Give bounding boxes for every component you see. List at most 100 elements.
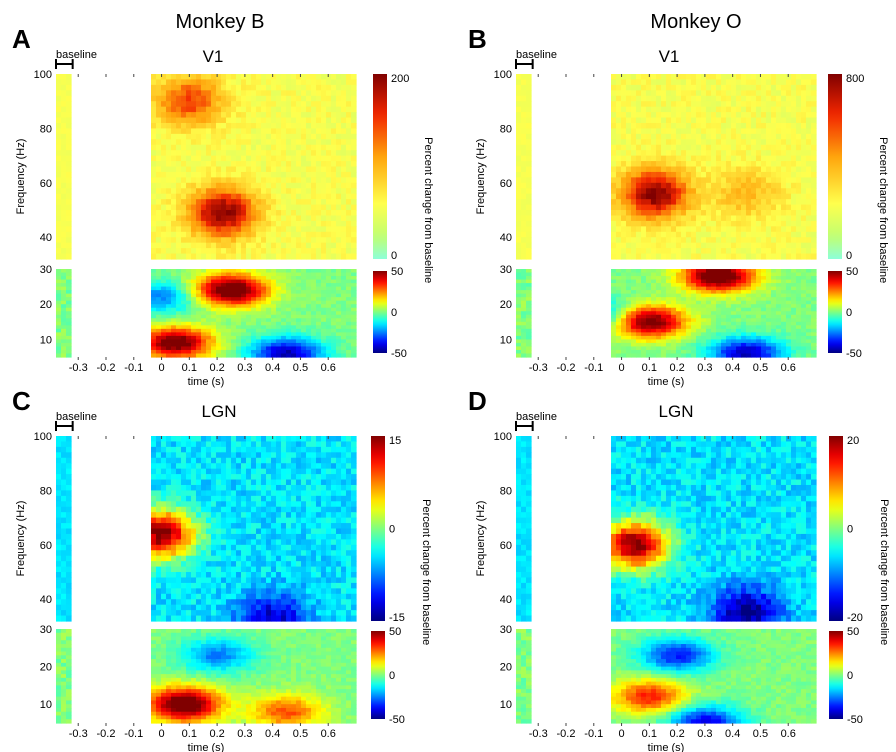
heat-cell — [226, 286, 232, 291]
heat-cell — [746, 269, 752, 274]
heat-cell — [636, 182, 642, 189]
heat-cell — [261, 199, 267, 206]
heat-cell — [156, 339, 162, 344]
heat-cell — [61, 101, 67, 108]
heat-cell — [171, 161, 177, 168]
heat-cell — [666, 193, 672, 200]
heat-cell — [761, 286, 767, 291]
heat-cell — [301, 339, 307, 344]
heat-cell — [801, 177, 807, 184]
heat-cell — [66, 311, 72, 316]
heat-cell — [191, 248, 197, 255]
heat-cell — [311, 286, 317, 291]
heat-cell — [696, 90, 702, 97]
heat-cell — [316, 318, 322, 323]
heat-cell — [716, 332, 722, 337]
heat-cell — [686, 272, 692, 277]
heat-cell — [271, 300, 277, 305]
heat-cell — [701, 74, 707, 81]
heat-cell — [336, 276, 342, 281]
heat-cell — [641, 144, 647, 151]
heat-cell — [696, 79, 702, 86]
heat-cell — [336, 293, 342, 298]
heat-cell — [166, 304, 172, 309]
heat-cell — [266, 269, 272, 274]
heat-cell — [171, 101, 177, 108]
heat-cell — [771, 161, 777, 168]
heat-cell — [221, 304, 227, 309]
heat-cell — [611, 318, 617, 323]
heat-cell — [651, 297, 657, 302]
heat-cell — [516, 171, 522, 178]
heat-cell — [206, 314, 212, 319]
y-axis-label: Frequency (Hz) — [15, 139, 27, 215]
heat-cell — [521, 84, 527, 91]
heat-cell — [216, 215, 222, 222]
heat-cell — [161, 84, 167, 91]
heat-cell — [351, 237, 357, 244]
heat-cell — [636, 112, 642, 119]
heat-cell — [181, 133, 187, 140]
heat-cell — [731, 325, 737, 330]
heat-cell — [806, 237, 812, 244]
heat-cell — [186, 269, 192, 274]
heat-cell — [311, 353, 317, 358]
heat-cell — [301, 321, 307, 326]
heat-cell — [646, 293, 652, 298]
heat-cell — [176, 74, 182, 81]
heat-cell — [351, 342, 357, 348]
heat-cell — [671, 300, 677, 305]
heat-cell — [316, 106, 322, 113]
heat-cell — [311, 90, 317, 97]
heat-cell — [751, 269, 757, 274]
heat-cell — [181, 276, 187, 281]
heat-cell — [331, 188, 337, 195]
heat-cell — [341, 133, 347, 140]
heat-cell — [236, 314, 242, 319]
heat-cell — [306, 242, 312, 249]
heat-cell — [56, 290, 62, 295]
heat-cell — [236, 106, 242, 113]
heat-cell — [231, 177, 237, 184]
heat-cell — [621, 188, 627, 195]
heat-cell — [656, 237, 662, 244]
heat-cell — [726, 314, 732, 319]
heat-cell — [776, 177, 782, 184]
heat-cell — [241, 332, 247, 337]
heat-cell — [336, 210, 342, 217]
heat-cell — [191, 272, 197, 277]
heat-cell — [271, 339, 277, 344]
heat-cell — [771, 128, 777, 135]
heat-cell — [316, 95, 322, 102]
heat-cell — [186, 220, 192, 227]
heat-cell — [276, 314, 282, 319]
heat-cell — [61, 297, 67, 302]
heat-cell — [151, 283, 157, 288]
heat-cell — [216, 177, 222, 184]
heat-cell — [351, 325, 357, 330]
heat-cell — [791, 112, 797, 119]
heat-cell — [736, 226, 742, 233]
heat-cell — [291, 128, 297, 135]
heat-cell — [316, 133, 322, 140]
heat-cell — [741, 117, 747, 124]
heat-cell — [721, 248, 727, 255]
heat-cell — [291, 283, 297, 288]
heat-cell — [806, 144, 812, 151]
heat-cell — [681, 242, 687, 249]
heat-cell — [701, 325, 707, 330]
heat-cell — [56, 188, 62, 195]
heat-cell — [256, 290, 262, 295]
heat-cell — [616, 339, 622, 344]
heat-cell — [646, 226, 652, 233]
heat-cell — [796, 155, 802, 162]
heat-cell — [256, 279, 262, 284]
heat-cell — [171, 248, 177, 255]
heat-cell — [726, 171, 732, 178]
heat-cell — [321, 290, 327, 295]
heat-cell — [656, 90, 662, 97]
heat-cell — [796, 128, 802, 135]
heat-cell — [696, 311, 702, 316]
heat-cell — [321, 283, 327, 288]
heat-cell — [696, 117, 702, 124]
